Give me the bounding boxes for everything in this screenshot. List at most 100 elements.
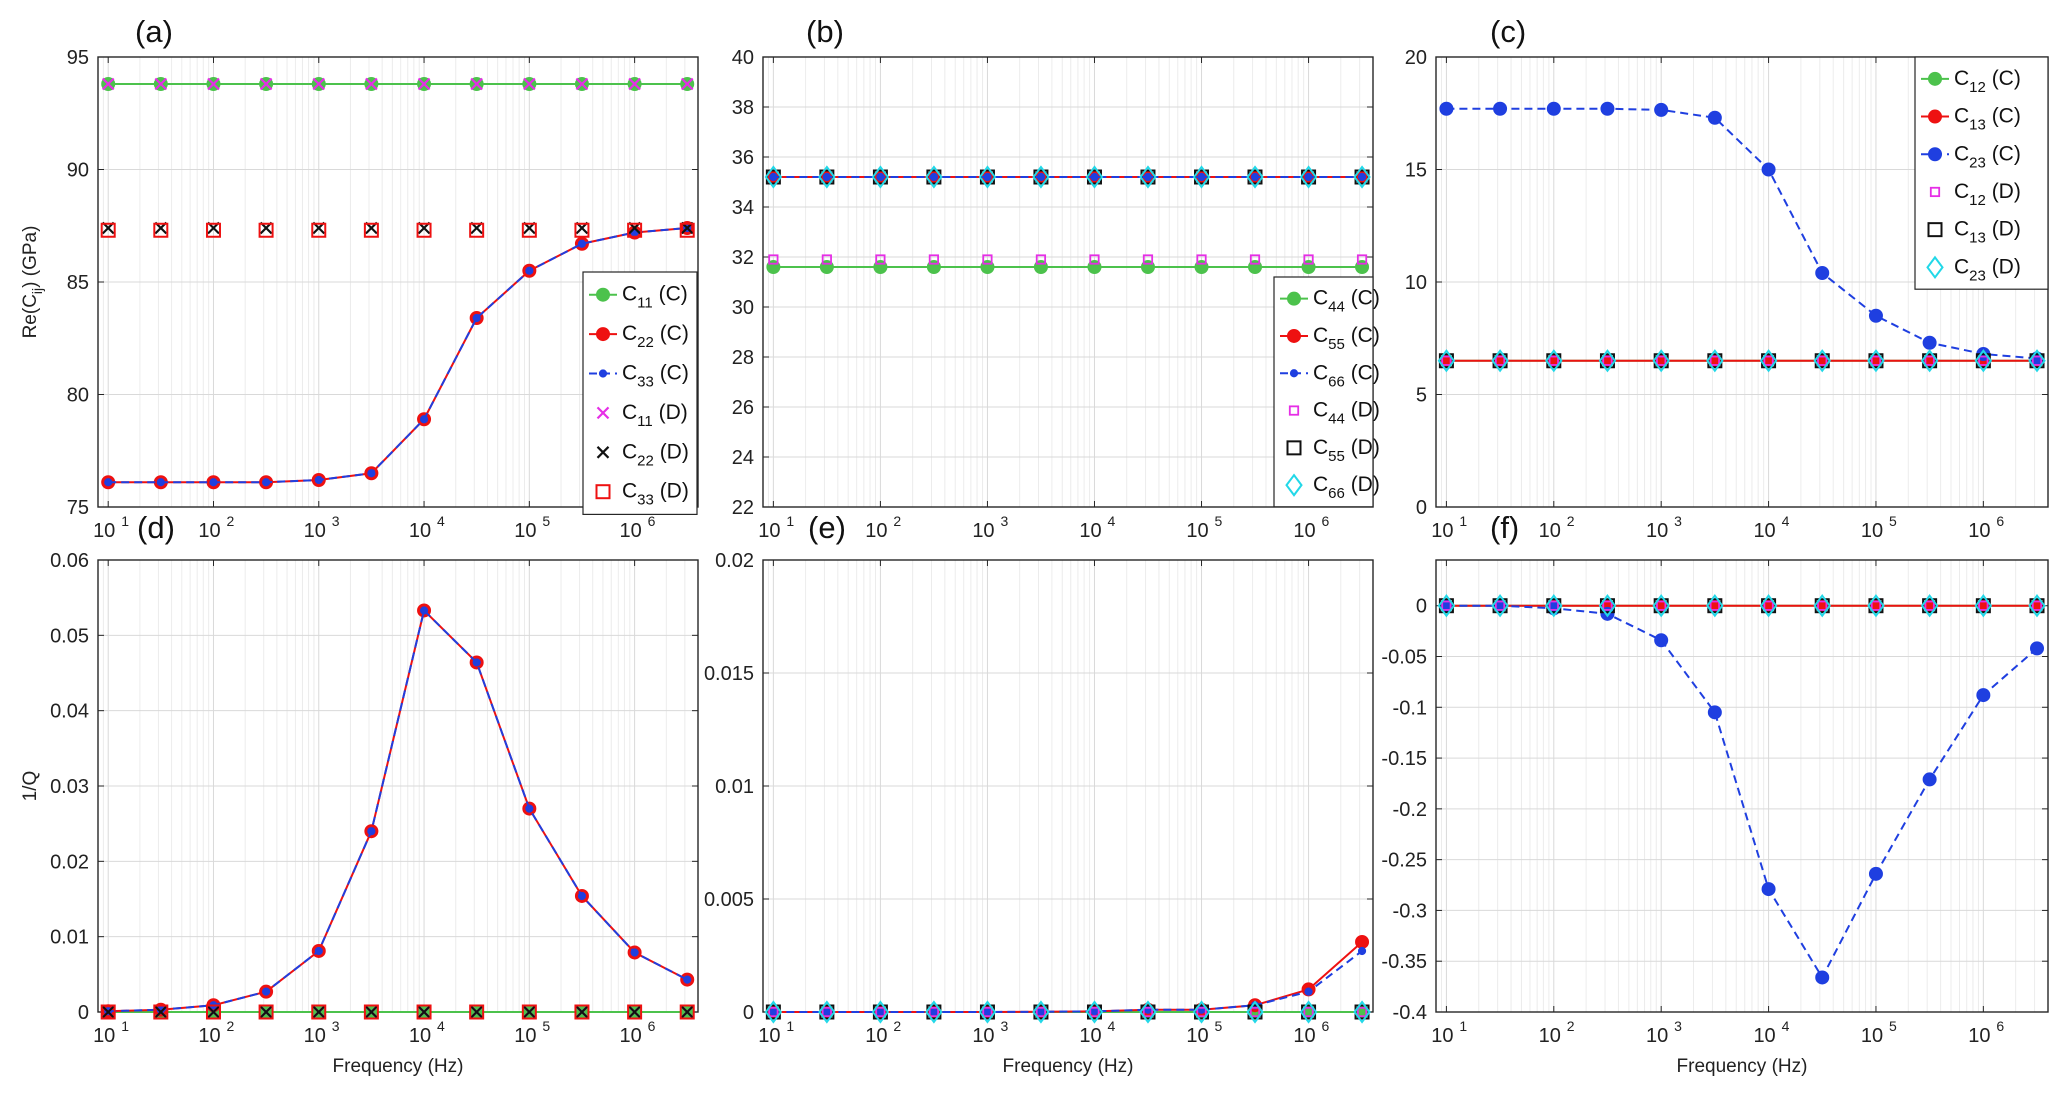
- series-6: [764, 165, 1371, 189]
- series-3: [1439, 598, 2045, 985]
- data-point: [153, 222, 169, 238]
- data-point: [1709, 600, 1720, 611]
- legend-entry: C55 (C): [1280, 324, 1380, 353]
- legend-label: C23 (D): [1954, 255, 2021, 284]
- x-stroke: [259, 77, 273, 91]
- data-point: [104, 478, 113, 487]
- data-point: [680, 77, 694, 91]
- legend-marker: [596, 327, 610, 342]
- x-tick-label: 10: [619, 520, 641, 542]
- data-point: [929, 1007, 938, 1017]
- data-point: [876, 172, 885, 182]
- data-point: [1036, 172, 1046, 182]
- legend: C44 (C) C55 (C) C66 (C) C44 (D) C55 (D) C66 (…: [1273, 276, 1380, 508]
- legend-label: C12 (C): [1954, 67, 2021, 96]
- x-tick-label: 10: [1861, 520, 1883, 542]
- data-point: [523, 1005, 536, 1019]
- x-stroke: [628, 77, 641, 91]
- data-point: [982, 254, 993, 265]
- x-tick-label: 10: [1646, 520, 1668, 542]
- data-point: [1090, 172, 1099, 182]
- x-tick-exponent: 2: [226, 1018, 234, 1034]
- legend-label: C66 (C): [1313, 361, 1380, 390]
- data-point: [1924, 355, 1935, 366]
- data-point: [101, 77, 115, 91]
- x-tick-exponent: 4: [1107, 513, 1115, 529]
- data-point: [472, 658, 481, 667]
- x-tick-exponent: 6: [1996, 1018, 2004, 1034]
- data-point: [1602, 355, 1613, 366]
- panel-label: (c): [1490, 14, 1526, 49]
- data-point: [363, 1004, 379, 1020]
- x-tick-label: 10: [304, 520, 326, 542]
- y-tick-label: 40: [732, 47, 754, 69]
- data-point: [1299, 1000, 1318, 1024]
- x-stroke: [101, 77, 115, 91]
- x-tick-exponent: 4: [437, 1018, 445, 1034]
- x-tick-exponent: 3: [1000, 1018, 1008, 1034]
- data-point: [1357, 946, 1367, 956]
- data-point: [1249, 254, 1261, 265]
- x-tick-label: 10: [758, 520, 780, 542]
- data-point: [1439, 101, 1454, 116]
- panel-label: (d): [137, 510, 175, 545]
- x-tick-exponent: 2: [1567, 1018, 1575, 1034]
- x-stroke: [470, 1005, 483, 1019]
- x-tick-label: 10: [93, 520, 115, 542]
- data-point: [470, 1005, 483, 1019]
- x-tick-label: 10: [1186, 1025, 1208, 1047]
- data-point: [523, 77, 536, 91]
- x-stroke: [365, 1005, 378, 1019]
- y-axis-label: 1/Q: [20, 771, 41, 802]
- x-tick-exponent: 6: [1322, 1018, 1330, 1034]
- grid: [763, 559, 1373, 1013]
- x-axis-label: Frequency (Hz): [1003, 1056, 1134, 1077]
- data-point: [1870, 355, 1882, 366]
- x-tick-exponent: 5: [1889, 513, 1897, 529]
- data-point: [419, 415, 429, 424]
- legend-entry: C66 (C): [1280, 361, 1380, 390]
- legend-entry: C55 (D): [1286, 436, 1380, 465]
- x-tick-exponent: 5: [1889, 1018, 1897, 1034]
- data-point: [928, 1006, 939, 1018]
- y-tick-label: 75: [67, 497, 89, 519]
- x-tick-label: 10: [619, 1025, 641, 1047]
- legend-marker: [1928, 147, 1942, 162]
- x-tick-exponent: 3: [332, 513, 340, 529]
- y-tick-label: -0.1: [1393, 697, 1427, 719]
- axes-box: [1435, 559, 2049, 1013]
- legend-label: C44 (D): [1313, 399, 1380, 428]
- data-point: [929, 172, 938, 182]
- data-point: [575, 1005, 589, 1019]
- legend-label: C66 (D): [1313, 473, 1380, 502]
- y-tick-label: 0.03: [50, 776, 89, 798]
- data-point: [207, 1005, 220, 1019]
- data-point: [818, 1000, 836, 1024]
- data-point: [764, 165, 783, 189]
- y-tick-label: -0.25: [1381, 850, 1427, 872]
- data-point: [1652, 349, 1670, 373]
- data-point: [1545, 594, 1563, 618]
- data-point: [1494, 355, 1506, 366]
- data-point: [2028, 594, 2046, 618]
- data-point: [154, 77, 168, 91]
- series-5: [101, 1005, 694, 1019]
- y-tick-label: 90: [67, 160, 89, 182]
- x-tick-label: 10: [758, 1025, 780, 1047]
- x-tick-label: 10: [198, 1025, 220, 1047]
- x-stroke: [207, 1005, 220, 1019]
- x-stroke: [680, 77, 694, 91]
- data-point: [1548, 600, 1559, 611]
- legend-marker: [1288, 405, 1300, 416]
- x-tick-label: 10: [1539, 520, 1561, 542]
- x-tick-exponent: 4: [1107, 1018, 1115, 1034]
- data-point: [680, 1005, 694, 1019]
- x-tick-label: 10: [1968, 520, 1990, 542]
- data-point: [209, 478, 218, 487]
- y-tick-label: -0.3: [1393, 900, 1427, 922]
- data-point: [627, 1004, 643, 1020]
- data-point: [1085, 1000, 1104, 1024]
- x-tick-label: 10: [1861, 1025, 1883, 1047]
